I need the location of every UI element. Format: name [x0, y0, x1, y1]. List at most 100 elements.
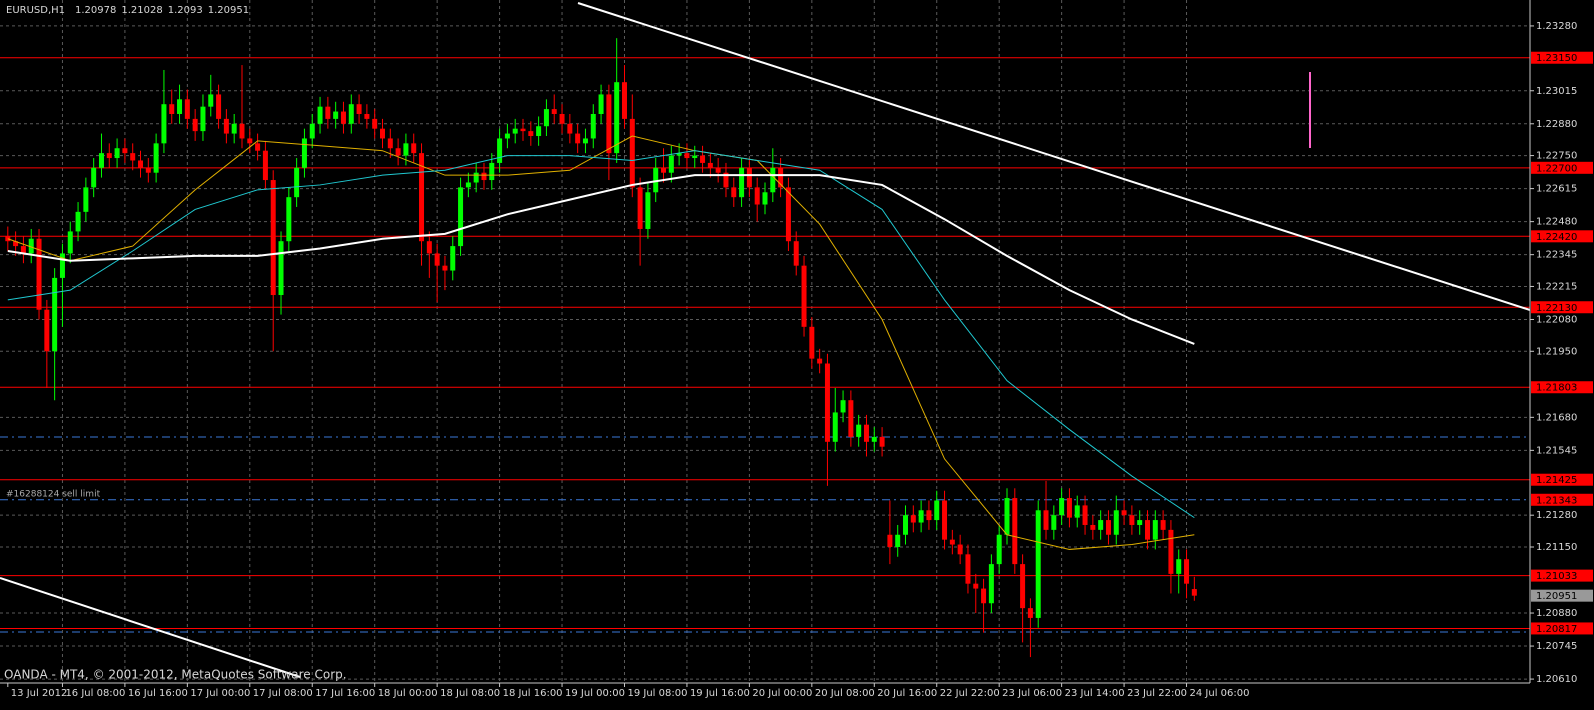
candle-body — [98, 153, 104, 168]
candle-body — [5, 236, 11, 242]
y-tick-label: 1.20745 — [1536, 641, 1577, 652]
candle-body — [1152, 520, 1158, 540]
axes: 1.23280 1.23015 1.22880 1.22750 1.22615 1.224… — [7, 21, 1593, 699]
candle-body — [1066, 498, 1072, 518]
y-tick-label: 1.21150 — [1536, 542, 1577, 553]
x-tick-label: 24 Jul 06:00 — [1190, 688, 1250, 699]
candle-body — [528, 131, 534, 137]
candle-body — [59, 253, 65, 278]
candle-body — [762, 192, 768, 205]
candle-body — [184, 99, 190, 119]
levels: #16288124 sell limit — [0, 57, 1530, 633]
price-label: 1.22420 — [1536, 232, 1577, 243]
x-tick-label: 16 Jul 08:00 — [65, 688, 125, 699]
candle-body — [481, 172, 487, 181]
candle-body — [340, 111, 346, 124]
candle-body — [582, 138, 588, 144]
candle-body — [309, 123, 315, 139]
x-tick-label: 19 Jul 08:00 — [627, 688, 687, 699]
candle-body — [817, 358, 823, 364]
price-label: 1.21033 — [1536, 571, 1577, 582]
candle-body — [387, 138, 393, 149]
candle-body — [473, 172, 479, 183]
x-tick-label: 23 Jul 22:00 — [1127, 688, 1187, 699]
candle-body — [840, 400, 846, 413]
x-tick-label: 18 Jul 16:00 — [503, 688, 563, 699]
candle-body — [1098, 520, 1104, 530]
candle-body — [536, 126, 542, 137]
last-close: 1.20951 — [208, 5, 249, 16]
candle-body — [130, 153, 136, 161]
price-label-box — [1531, 473, 1593, 486]
candle-body — [262, 150, 268, 181]
y-tick-label: 1.21545 — [1536, 445, 1577, 456]
price-label: 1.21425 — [1536, 475, 1577, 486]
candle-body — [1020, 564, 1026, 609]
candle-body — [450, 246, 456, 271]
candle-body — [497, 138, 503, 163]
y-tick-label: 1.22880 — [1536, 119, 1577, 130]
candle-body — [785, 187, 791, 242]
candle-body — [1059, 498, 1065, 516]
candle-body — [231, 123, 237, 134]
candle-body — [520, 128, 526, 132]
candle-body — [364, 113, 370, 119]
x-tick-label: 16 Jul 16:00 — [128, 688, 188, 699]
candle-body — [559, 113, 565, 124]
candle-body — [692, 155, 698, 159]
x-tick-label: 20 Jul 16:00 — [877, 688, 937, 699]
candle-body — [879, 436, 885, 447]
candle-body — [1074, 505, 1080, 518]
candle-body — [856, 424, 862, 437]
y-tick-label: 1.22750 — [1536, 151, 1577, 162]
candle-body — [13, 241, 19, 247]
x-tick-label: 18 Jul 08:00 — [440, 688, 500, 699]
candle-body — [356, 104, 362, 114]
candle-body — [403, 143, 409, 156]
candle-body — [1082, 505, 1088, 525]
candle-body — [903, 515, 909, 535]
y-tick-label: 1.22615 — [1536, 184, 1577, 195]
candle-body — [801, 265, 807, 327]
candle-body — [239, 123, 245, 139]
candle-body — [606, 94, 612, 154]
candle-body — [707, 162, 713, 168]
price-label: 1.22700 — [1536, 163, 1577, 174]
candle-body — [1004, 498, 1010, 535]
moving-average — [7, 174, 1195, 345]
candle-body — [1043, 510, 1049, 530]
x-tick-label: 23 Jul 14:00 — [1065, 688, 1125, 699]
candle-body — [614, 82, 620, 154]
candle-body — [504, 133, 510, 139]
trendline — [0, 577, 301, 678]
candle-body — [887, 534, 893, 547]
price-label-box — [1531, 381, 1593, 394]
last-open: 1.20978 — [75, 5, 116, 16]
candle-body — [942, 500, 948, 540]
candle-body — [145, 167, 151, 173]
candle-body — [1191, 589, 1197, 596]
candle-body — [575, 133, 581, 144]
candle-body — [325, 106, 331, 119]
candle-body — [169, 104, 175, 114]
x-tick-label: 22 Jul 22:00 — [940, 688, 1000, 699]
x-tick-label: 17 Jul 16:00 — [315, 688, 375, 699]
candle-body — [177, 99, 183, 114]
candle-body — [567, 123, 573, 134]
candle-body — [739, 167, 745, 198]
candle-body — [286, 197, 292, 242]
price-label: 1.21803 — [1536, 383, 1577, 394]
candle-body — [106, 153, 112, 159]
y-tick-label: 1.22345 — [1536, 250, 1577, 261]
price-label-box — [1531, 493, 1593, 506]
candle-body — [1121, 510, 1127, 516]
price-label-box — [1531, 622, 1593, 635]
candle-body — [1090, 524, 1096, 530]
candle-body — [1027, 608, 1033, 618]
y-tick-label: 1.21950 — [1536, 346, 1577, 357]
candle-body — [934, 500, 940, 521]
y-tick-label: 1.20610 — [1536, 674, 1577, 685]
candle-body — [551, 109, 557, 114]
